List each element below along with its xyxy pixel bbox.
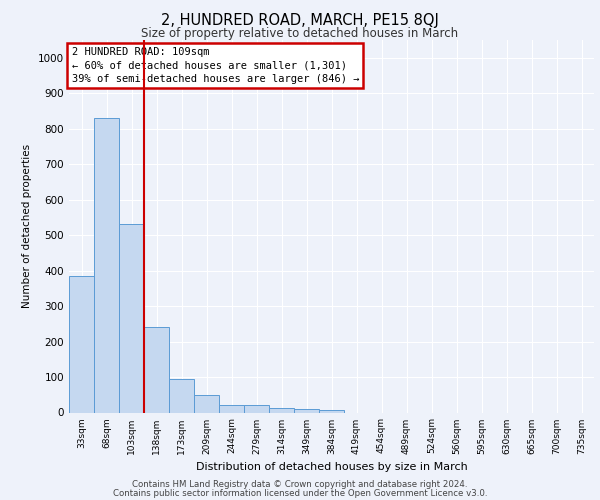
Bar — [294, 409, 319, 412]
Text: Size of property relative to detached houses in March: Size of property relative to detached ho… — [142, 28, 458, 40]
X-axis label: Distribution of detached houses by size in March: Distribution of detached houses by size … — [196, 462, 467, 472]
Text: Contains public sector information licensed under the Open Government Licence v3: Contains public sector information licen… — [113, 488, 487, 498]
Text: 2 HUNDRED ROAD: 109sqm
← 60% of detached houses are smaller (1,301)
39% of semi-: 2 HUNDRED ROAD: 109sqm ← 60% of detached… — [71, 48, 359, 84]
Text: 2, HUNDRED ROAD, MARCH, PE15 8QJ: 2, HUNDRED ROAD, MARCH, PE15 8QJ — [161, 12, 439, 28]
Bar — [269, 408, 294, 412]
Bar — [169, 379, 194, 412]
Bar — [244, 406, 269, 412]
Bar — [144, 328, 169, 412]
Bar — [319, 410, 344, 412]
Text: Contains HM Land Registry data © Crown copyright and database right 2024.: Contains HM Land Registry data © Crown c… — [132, 480, 468, 489]
Bar — [94, 118, 119, 412]
Y-axis label: Number of detached properties: Number of detached properties — [22, 144, 32, 308]
Bar — [69, 276, 94, 412]
Bar — [119, 224, 144, 412]
Bar — [194, 395, 219, 412]
Bar — [219, 406, 244, 412]
